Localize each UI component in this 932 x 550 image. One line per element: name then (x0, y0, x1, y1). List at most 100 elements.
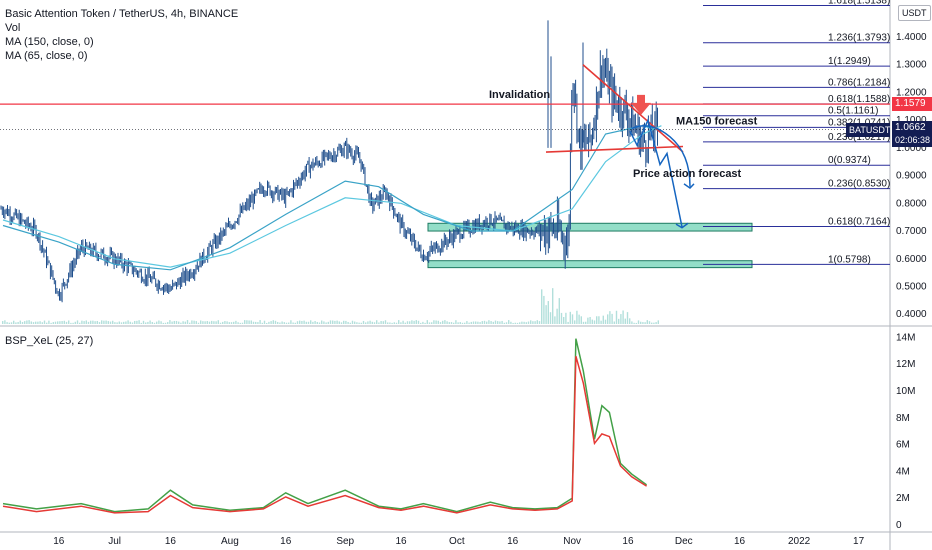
volume-bar (472, 321, 475, 324)
volume-bar (591, 319, 593, 324)
volume-bar (175, 320, 178, 324)
volume-bar (486, 321, 488, 324)
volume-bar (611, 313, 613, 324)
volume-bar (266, 322, 268, 324)
time-tick-label: Nov (563, 536, 581, 547)
indicator-tick-label: 0 (896, 520, 902, 531)
volume-bar (420, 322, 422, 324)
chart-legend: Basic Attention Token / TetherUS, 4h, BI… (5, 7, 238, 63)
volume-bar (552, 288, 554, 324)
current-price-tag: 1.0662 02:06:38 (892, 121, 932, 147)
volume-bar (457, 322, 459, 324)
volume-bar (354, 321, 356, 324)
price-action-forecast-label: Price action forecast (633, 168, 742, 180)
volume-bar (613, 321, 615, 324)
volume-bar (585, 321, 587, 324)
volume-bar (219, 322, 222, 324)
volume-bar (140, 322, 142, 324)
volume-bar (479, 322, 481, 324)
volume-bar (637, 320, 640, 324)
volume-bar (50, 322, 52, 324)
indicator-tick-label: 4M (896, 466, 910, 477)
forecast-arrowhead (675, 222, 689, 229)
volume-bar (257, 322, 259, 324)
volume-bar (358, 322, 360, 324)
volume-bar (94, 321, 96, 324)
volume-bar (356, 322, 358, 324)
volume-bar (505, 322, 508, 324)
volume-bar (376, 320, 378, 324)
time-tick-label: 16 (395, 536, 407, 547)
volume-bar (235, 320, 237, 324)
volume-bar (483, 320, 486, 324)
volume-bar (325, 322, 327, 324)
volume-bar (189, 322, 191, 324)
fib-level-label: 1.236(1.3793) (828, 33, 890, 44)
volume-bar (202, 321, 204, 324)
volume-bar (560, 312, 563, 324)
volume-bar (15, 322, 17, 324)
volume-bar (263, 320, 266, 324)
volume-bar (19, 320, 21, 324)
volume-bar (468, 322, 470, 324)
volume-bar (52, 322, 54, 324)
volume-bar (98, 322, 101, 324)
volume-bar (120, 322, 123, 324)
volume-bar (217, 320, 219, 324)
volume-bar (519, 322, 521, 324)
volume-bar (488, 320, 490, 324)
volume-bar (646, 320, 648, 324)
volume-bar (129, 321, 131, 324)
fib-level-label: 0.5(1.1161) (828, 106, 878, 117)
volume-bar (96, 320, 98, 324)
volume-bar (127, 320, 129, 324)
volume-bar (252, 321, 255, 324)
time-tick-label: 16 (165, 536, 177, 547)
volume-bar (604, 319, 607, 324)
volume-bar (48, 320, 50, 324)
volume-bar (248, 320, 250, 324)
volume-bar (510, 321, 512, 324)
volume-bar (582, 321, 585, 324)
volume-bar (503, 322, 505, 324)
volume-bar (224, 321, 226, 324)
volume-bar (250, 320, 252, 324)
volume-bar (327, 321, 329, 324)
forecast-arrowhead (683, 183, 695, 190)
time-tick-label: Jul (108, 536, 121, 547)
volume-bar (642, 322, 644, 324)
price-tick-label: 1.3000 (896, 60, 927, 71)
volume-bar (563, 317, 565, 324)
volume-bar (657, 320, 659, 324)
price-tick-label: 0.8000 (896, 198, 927, 209)
currency-badge[interactable]: USDT (898, 5, 931, 21)
volume-bar (578, 314, 580, 324)
time-tick-label: 17 (853, 536, 865, 547)
volume-bar (160, 321, 162, 324)
volume-bar (184, 321, 186, 324)
volume-bar (415, 320, 417, 324)
volume-bar (365, 322, 367, 324)
volume-bar (162, 322, 164, 324)
volume-bar (105, 320, 107, 324)
volume-bar (545, 305, 547, 324)
volume-bar (288, 322, 290, 324)
volume-bar (470, 321, 472, 324)
volume-bar (395, 322, 398, 324)
volume-bar (338, 321, 340, 324)
volume-bar (367, 321, 369, 324)
time-tick-label: Oct (449, 536, 465, 547)
volume-bar (305, 321, 307, 324)
volume-bar (303, 320, 305, 324)
indicator-tick-label: 14M (896, 332, 915, 343)
volume-bar (565, 312, 567, 324)
volume-bar (567, 321, 569, 324)
volume-bar (83, 321, 85, 324)
legend-ma150: MA (150, close, 0) (5, 36, 94, 48)
volume-bar (631, 321, 633, 324)
volume-bar (255, 321, 257, 324)
volume-bar (340, 322, 343, 324)
volume-bar (481, 321, 483, 324)
volume-bar (90, 320, 92, 324)
